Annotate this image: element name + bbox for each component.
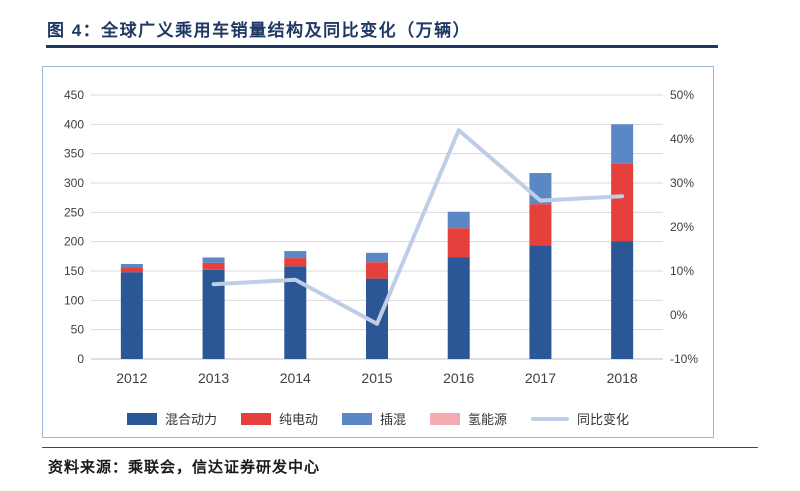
legend-item: 混合动力 [126,409,217,428]
svg-text:40%: 40% [670,132,694,146]
svg-text:300: 300 [64,176,84,190]
svg-text:2012: 2012 [116,370,147,386]
figure-title: 图 4：全球广义乘用车销量结构及同比变化（万辆） [47,21,472,40]
legend-item: 氢能源 [430,409,507,428]
combo-chart: 450 400 350 300 250 200 150 100 50 0 50% 40% 30% 20% 1… [64,88,698,386]
svg-text:2013: 2013 [198,370,229,386]
svg-text:50%: 50% [670,88,694,102]
svg-text:250: 250 [64,205,84,219]
svg-text:10%: 10% [670,264,694,278]
legend-label: 氢能源 [468,412,508,427]
legend-label: 同比变化 [577,412,630,427]
legend-swatch [341,412,372,425]
svg-text:50: 50 [71,323,85,337]
legend-swatch [240,412,271,425]
footer-divider [42,447,758,448]
legend-line-swatch [531,416,570,421]
svg-text:150: 150 [64,264,84,278]
svg-text:350: 350 [64,147,84,161]
legend-label: 混合动力 [164,412,217,427]
svg-text:2018: 2018 [607,370,638,386]
svg-text:2016: 2016 [443,370,474,386]
source-note: 资料来源：乘联会，信达证券研发中心 [48,460,321,476]
svg-text:400: 400 [64,117,84,131]
chart-container: 450 400 350 300 250 200 150 100 50 0 50% 40% 30% 20% 1… [42,66,714,438]
svg-text:2014: 2014 [280,370,311,386]
svg-text:30%: 30% [670,176,694,190]
svg-text:100: 100 [64,293,84,307]
figure-header: 图 4：全球广义乘用车销量结构及同比变化（万辆） [47,16,471,41]
legend-label: 纯电动 [278,412,318,427]
svg-text:0: 0 [77,352,84,366]
legend-item: 插混 [341,409,406,428]
title-underline [46,45,718,48]
svg-text:-10%: -10% [670,352,698,366]
svg-text:2017: 2017 [525,370,556,386]
legend-item: 纯电动 [240,409,318,428]
svg-text:20%: 20% [670,220,694,234]
legend-label: 插混 [379,412,406,427]
svg-text:450: 450 [64,88,84,102]
chart-legend: 混合动力 纯电动 插混 氢能源 同比变化 [43,409,713,428]
legend-swatch [430,412,460,425]
svg-text:2015: 2015 [361,370,392,386]
legend-swatch [126,412,157,425]
svg-text:0%: 0% [670,308,688,322]
legend-item: 同比变化 [531,409,629,428]
svg-text:200: 200 [64,235,84,249]
